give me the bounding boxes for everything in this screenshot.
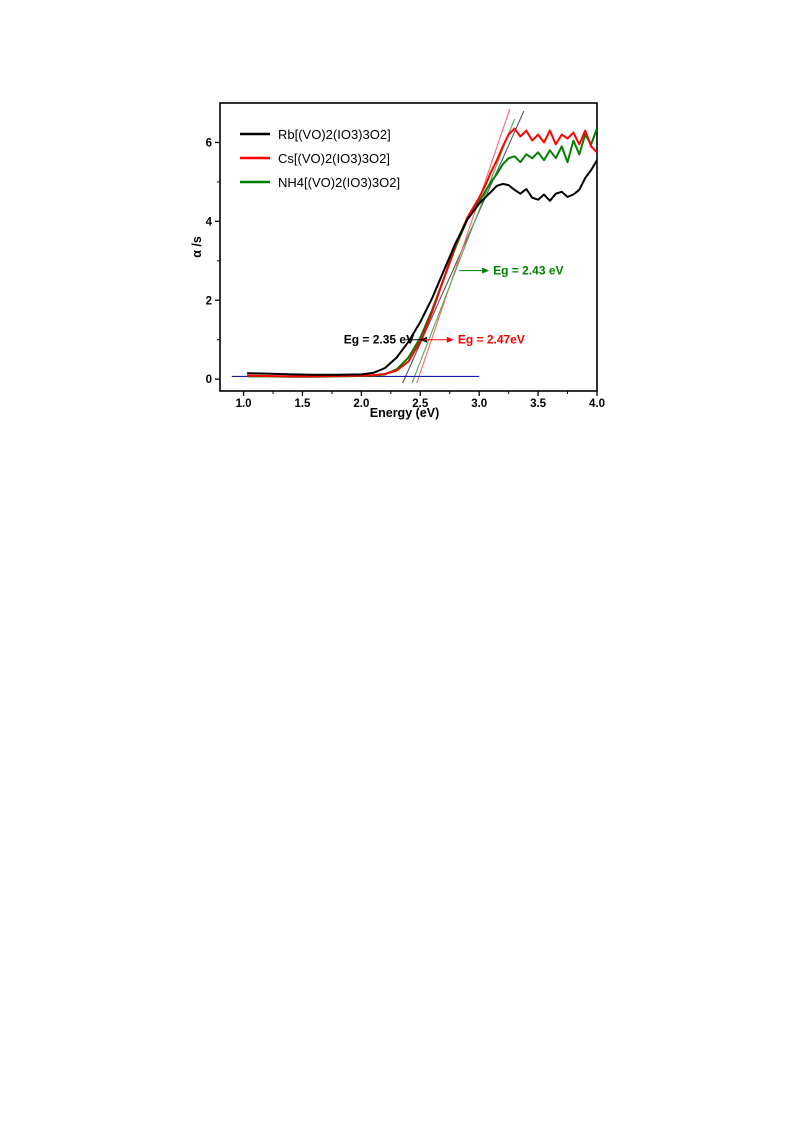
fit-line — [416, 108, 511, 384]
annotation-arrowhead-rb — [420, 336, 428, 343]
legend-label: NH4[(VO)2(IO3)3O2] — [278, 175, 400, 190]
legend-label: Cs[(VO)2(IO3)3O2] — [278, 151, 390, 166]
series-line — [247, 127, 597, 378]
x-tick-label: 2.0 — [353, 398, 369, 410]
annotation-arrowhead — [482, 267, 490, 274]
y-tick-label: 6 — [206, 137, 212, 149]
plot-frame — [219, 102, 598, 392]
annotation-eg-cs: Eg = 2.47eV — [458, 333, 525, 347]
annotation-eg-rb: Eg = 2.35 eV — [344, 333, 414, 347]
annotation-eg-nh4: Eg = 2.43 eV — [493, 264, 563, 278]
x-tick-label: 1.0 — [236, 398, 252, 410]
legend-label: Rb[(VO)2(IO3)3O2] — [278, 127, 391, 142]
fit-line — [411, 118, 516, 384]
y-tick-label: 4 — [206, 216, 213, 228]
y-tick-label: 0 — [206, 374, 212, 386]
y-tick-label: 2 — [206, 295, 212, 307]
plot-area: 1.0 1.5 2.0 2.5 3.0 3.5 4.0 0 2 4 6 Energy (eV) α /s… — [190, 102, 605, 420]
annotation-arrowhead — [446, 336, 454, 343]
x-tick-label: 3.5 — [530, 398, 547, 410]
x-tick-label: 4.0 — [589, 398, 605, 410]
x-tick-label: 2.5 — [412, 398, 429, 410]
x-tick-label: 3.0 — [471, 398, 487, 410]
plot-lines-group — [231, 108, 597, 384]
y-axis-title: α /s — [190, 236, 204, 258]
x-tick-label: 1.5 — [294, 398, 311, 410]
x-axis-title: Energy (eV) — [370, 406, 439, 420]
series-line — [247, 159, 597, 376]
